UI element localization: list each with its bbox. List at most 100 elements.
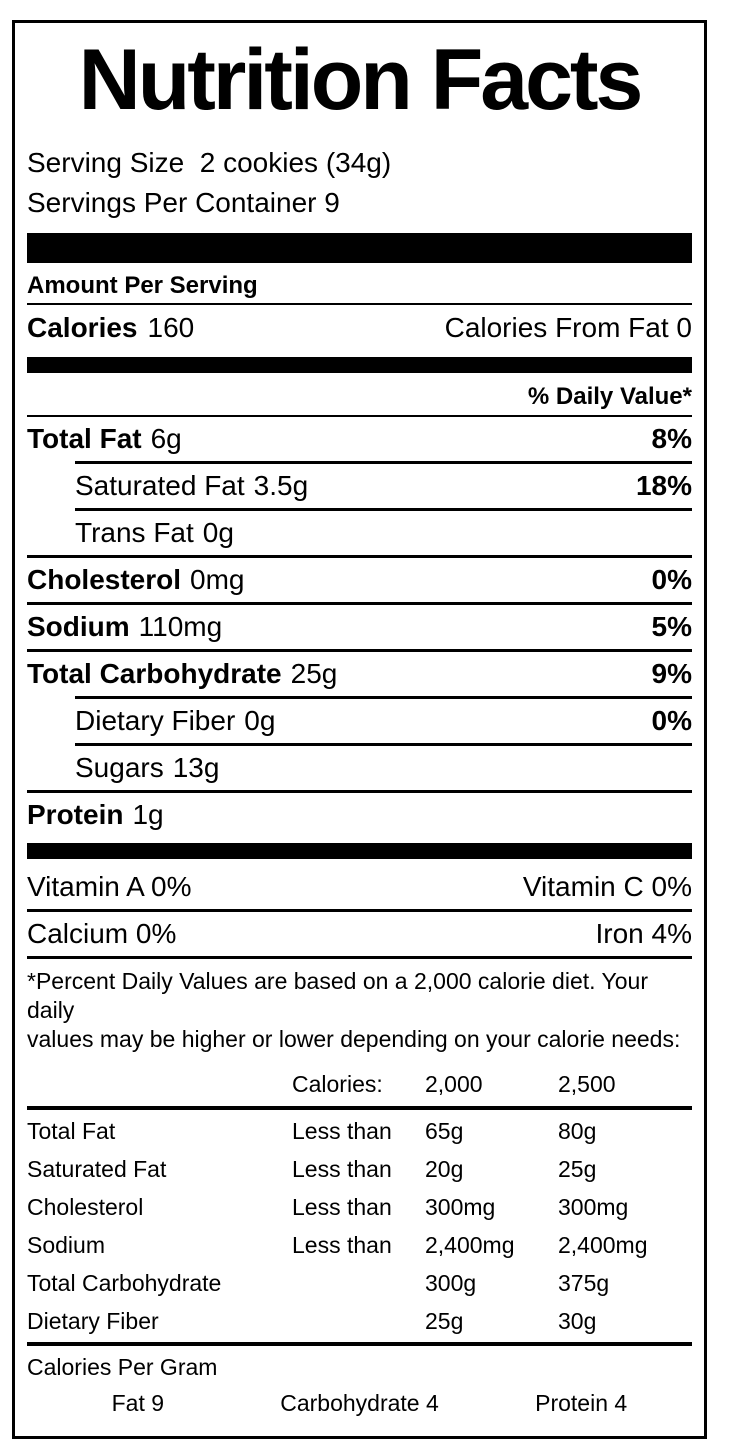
dv-table-row-dietary-fiber: Dietary Fiber 25g 30g: [27, 1302, 692, 1340]
iron: Iron 4%: [595, 918, 693, 949]
nutrient-row-protein: Protein 1g: [27, 793, 692, 837]
nutrient-name: Saturated Fat: [75, 470, 245, 501]
nutrient-amount: 13g: [172, 752, 220, 783]
label-title: Nutrition Facts: [78, 32, 644, 128]
vitamin-row-a-c: Vitamin A 0% Vitamin C 0%: [27, 865, 692, 909]
dv-row-name: Dietary Fiber: [27, 1308, 159, 1334]
vitamin-c: Vitamin C 0%: [522, 871, 692, 902]
rule: [27, 1106, 692, 1110]
nutrient-amount: 0mg: [190, 564, 245, 595]
nutrient-name: Total Fat: [27, 423, 142, 454]
nutrient-row-cholesterol: Cholesterol 0mg 0%: [27, 558, 692, 602]
nutrient-dv: 18%: [635, 470, 692, 501]
rule: [27, 1342, 692, 1346]
nutrient-amount: 1g: [132, 799, 164, 830]
nutrient-name: Sugars: [75, 752, 164, 783]
rule: [27, 956, 692, 959]
dv-row-value-2500: 80g: [558, 1118, 597, 1144]
dv-table-row-cholesterol: Cholesterol Less than 300mg 300mg: [27, 1188, 692, 1226]
dv-table-calories-label: Calories:: [292, 1071, 383, 1097]
dv-row-name: Sodium: [27, 1232, 105, 1258]
dv-row-value-2500: 30g: [558, 1308, 597, 1334]
dv-row-name: Saturated Fat: [27, 1156, 167, 1182]
rule: [27, 649, 692, 652]
dv-row-value-2500: 25g: [558, 1156, 597, 1182]
nutrient-name: Sodium: [27, 611, 130, 642]
dv-row-value-2000: 300mg: [425, 1194, 496, 1220]
footnote-line-2: values may be higher or lower depending …: [27, 1026, 681, 1052]
rule: [75, 696, 692, 699]
daily-value-header: % Daily Value*: [527, 383, 692, 410]
nutrient-row-dietary-fiber: Dietary Fiber 0g 0%: [27, 699, 692, 743]
rule: [75, 743, 692, 746]
nutrient-text: Dietary Fiber 0g: [75, 699, 275, 743]
nutrient-name: Cholesterol: [27, 564, 182, 595]
dv-row-value-2500: 2,400mg: [558, 1232, 648, 1258]
calcium: Calcium 0%: [27, 918, 177, 949]
nutrient-text: Sugars 13g: [75, 746, 219, 790]
amount-per-serving-heading: Amount Per Serving: [27, 272, 258, 299]
nutrient-text: Protein 1g: [27, 793, 164, 837]
rule: [27, 790, 692, 793]
nutrition-facts-label: Nutrition Facts Serving Size 2 cookies (…: [12, 20, 707, 1439]
dv-row-value-2500: 300mg: [558, 1194, 629, 1220]
nutrient-amount: 3.5g: [253, 470, 309, 501]
dv-table-row-total-carbohydrate: Total Carbohydrate 300g 375g: [27, 1264, 692, 1302]
nutrient-text: Sodium 110mg: [27, 605, 222, 649]
serving-size-line: Serving Size 2 cookies (34g): [27, 147, 392, 178]
rule: [27, 909, 692, 912]
nutrient-dv: 0%: [651, 564, 692, 595]
daily-values-reference-table: Calories: 2,000 2,500 Total Fat Less tha…: [27, 1064, 692, 1346]
dv-row-qualifier: [292, 1264, 425, 1302]
nutrient-name: Total Carbohydrate: [27, 658, 282, 689]
nutrient-amount: 0g: [244, 705, 276, 736]
nutrient-row-saturated-fat: Saturated Fat 3.5g 18%: [27, 464, 692, 508]
dv-row-qualifier: Less than: [292, 1118, 392, 1144]
nutrient-text: Saturated Fat 3.5g: [75, 464, 308, 508]
cpg-fat: Fat 9: [111, 1390, 165, 1416]
dv-table-col-2000: 2,000: [425, 1071, 483, 1097]
daily-values-footnote: *Percent Daily Values are based on a 2,0…: [27, 967, 692, 1054]
footnote-line-1: *Percent Daily Values are based on a 2,0…: [27, 968, 648, 1023]
rule: [27, 555, 692, 558]
nutrient-name: Protein: [27, 799, 124, 830]
dv-row-value-2000: 2,400mg: [425, 1232, 515, 1258]
dv-table-empty-cell: [27, 1064, 292, 1104]
nutrient-row-sodium: Sodium 110mg 5%: [27, 605, 692, 649]
dv-table-row-saturated-fat: Saturated Fat Less than 20g 25g: [27, 1150, 692, 1188]
nutrient-dv: 5%: [651, 611, 692, 642]
section-bar-thin: [27, 843, 692, 859]
dv-row-qualifier: Less than: [292, 1156, 392, 1182]
rule: [75, 461, 692, 464]
calories-per-gram-heading: Calories Per Gram: [27, 1354, 218, 1380]
dv-row-name: Total Carbohydrate: [27, 1270, 222, 1296]
nutrient-text: Total Fat 6g: [27, 417, 182, 461]
nutrient-text: Cholesterol 0mg: [27, 558, 245, 602]
dv-row-value-2000: 65g: [425, 1118, 464, 1144]
rule: [75, 508, 692, 511]
dv-table-header-row: Calories: 2,000 2,500: [27, 1064, 692, 1104]
rule: [27, 602, 692, 605]
rule: [27, 303, 692, 305]
dv-row-name: Cholesterol: [27, 1194, 144, 1220]
dv-table-row-total-fat: Total Fat Less than 65g 80g: [27, 1112, 692, 1150]
nutrient-row-total-fat: Total Fat 6g 8%: [27, 417, 692, 461]
dv-row-value-2000: 300g: [425, 1270, 477, 1296]
calories-label: Calories: [27, 312, 138, 343]
servings-per-container-line: Servings Per Container 9: [27, 187, 340, 218]
nutrient-dv: 9%: [651, 658, 692, 689]
calories-main: Calories 160: [27, 305, 194, 351]
dv-row-qualifier: Less than: [292, 1194, 392, 1220]
nutrient-row-total-carbohydrate: Total Carbohydrate 25g 9%: [27, 652, 692, 696]
nutrient-amount: 0g: [202, 517, 234, 548]
dv-row-value-2000: 20g: [425, 1156, 464, 1182]
dv-table-col-2500: 2,500: [558, 1071, 616, 1097]
dv-row-name: Total Fat: [27, 1118, 116, 1144]
dv-row-qualifier: Less than: [292, 1232, 392, 1258]
dv-row-value-2500: 375g: [558, 1270, 610, 1296]
nutrient-dv: 8%: [651, 423, 692, 454]
nutrient-name: Trans Fat: [75, 517, 194, 548]
vitamin-row-calcium-iron: Calcium 0% Iron 4%: [27, 912, 692, 956]
nutrient-text: Total Carbohydrate 25g: [27, 652, 337, 696]
calories-row: Calories 160 Calories From Fat 0: [27, 305, 692, 351]
